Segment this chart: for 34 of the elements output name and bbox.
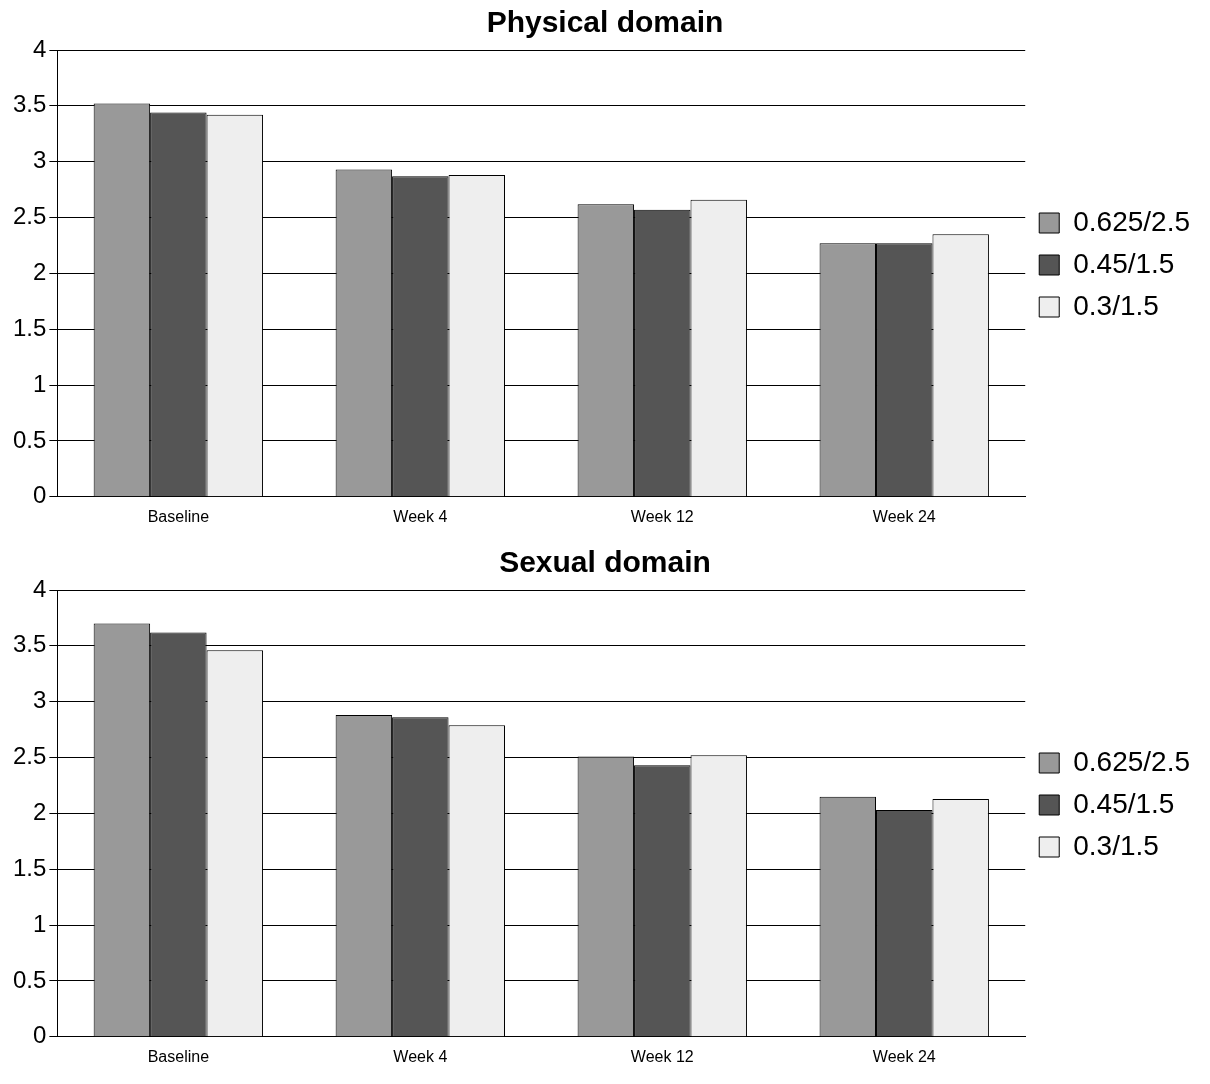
chart-title: Sexual domain (499, 545, 711, 579)
x-tick-label: Baseline (147, 507, 210, 525)
x-tick-label: Week 24 (872, 507, 936, 525)
y-tick-label: 4 (33, 34, 47, 62)
y-tick-label: 3 (33, 146, 47, 174)
y-tick-label: 2 (33, 258, 47, 286)
legend-label: 0.45/1.5 (1073, 247, 1175, 279)
y-tick-label: 3 (33, 686, 47, 714)
x-tick-label: Week 24 (872, 1047, 936, 1065)
y-tick-label: 0 (33, 1021, 47, 1049)
y-tick-label: 1.5 (12, 853, 47, 881)
y-tick-label: 0.5 (12, 425, 47, 453)
y-tick-label: 2.5 (12, 202, 47, 230)
y-tick-label: 0.5 (12, 965, 47, 993)
legend-label: 0.625/2.5 (1073, 745, 1191, 777)
x-tick-label: Week 12 (630, 1047, 694, 1065)
chart-title: Physical domain (486, 5, 724, 39)
y-tick-label: 4 (33, 574, 47, 602)
y-tick-label: 3.5 (12, 630, 47, 658)
y-tick-label: 2 (33, 798, 47, 826)
y-tick-label: 0 (33, 481, 47, 509)
x-tick-label: Week 12 (630, 507, 694, 525)
legend-label: 0.45/1.5 (1073, 787, 1175, 819)
y-tick-label: 3.5 (12, 90, 47, 118)
y-tick-label: 1 (33, 369, 47, 397)
legend-label: 0.3/1.5 (1073, 289, 1159, 321)
y-tick-label: 1.5 (12, 313, 47, 341)
x-tick-label: Week 4 (393, 1047, 448, 1065)
legend-label: 0.625/2.5 (1073, 205, 1191, 237)
y-tick-label: 1 (33, 909, 47, 937)
x-tick-label: Week 4 (393, 507, 448, 525)
y-tick-label: 2.5 (12, 742, 47, 770)
legend-label: 0.3/1.5 (1073, 829, 1159, 861)
x-tick-label: Baseline (147, 1047, 210, 1065)
